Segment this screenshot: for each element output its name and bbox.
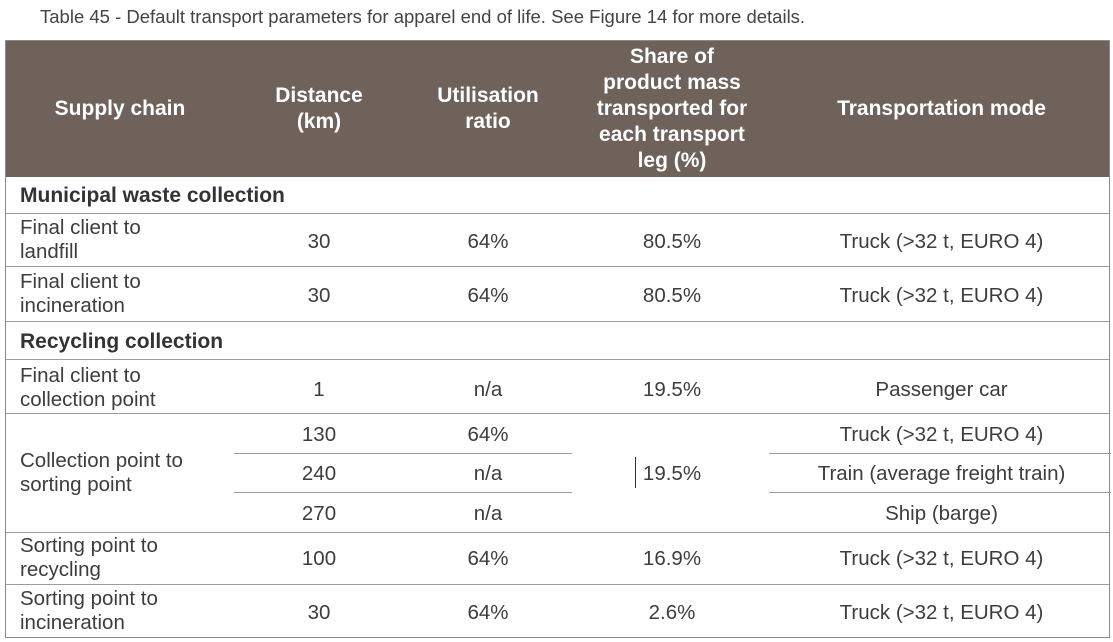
subrow-divider	[234, 492, 572, 493]
row-divider	[6, 532, 1109, 533]
row-label: Sorting point to recycling	[20, 534, 158, 581]
share-cell: 80.5%	[642, 284, 702, 307]
row-divider	[6, 213, 1109, 214]
mode-cell: Truck (>32 t, EURO 4)	[839, 230, 1044, 253]
distance-cell: 30	[307, 230, 331, 253]
share-cell: 19.5%	[642, 378, 702, 401]
distance-cell: 1	[313, 378, 325, 401]
row-label: Collection point to sorting point	[20, 449, 183, 496]
utilisation-cell: 64%	[467, 547, 509, 570]
subrow-divider	[769, 453, 1111, 454]
utilisation-cell: 64%	[467, 284, 509, 307]
share-cell: 2.6%	[648, 601, 696, 624]
header-distance: Distance (km)	[275, 84, 363, 133]
distance-cell: 270	[301, 502, 337, 525]
distance-cell: 240	[301, 462, 337, 485]
mode-cell: Train (average freight train)	[817, 462, 1066, 485]
subrow-divider	[769, 492, 1111, 493]
row-divider	[6, 584, 1109, 585]
section-recycling-collection: Recycling collection	[20, 330, 224, 353]
header-utilisation: Utilisation ratio	[437, 84, 539, 133]
share-cell: 19.5%	[642, 462, 702, 485]
row-label: Final client to collection point	[20, 364, 156, 411]
share-cell: 80.5%	[642, 230, 702, 253]
utilisation-cell: n/a	[473, 378, 503, 401]
utilisation-cell: 64%	[467, 601, 509, 624]
row-divider	[6, 321, 1109, 322]
share-cell: 16.9%	[642, 547, 702, 570]
row-divider	[6, 359, 1109, 360]
section-municipal-waste-collection: Municipal waste collection	[20, 184, 285, 207]
distance-cell: 130	[301, 423, 337, 446]
text-cursor	[635, 457, 636, 488]
subrow-divider	[234, 453, 572, 454]
header-supply-chain: Supply chain	[54, 97, 186, 120]
header-transport-mode: Transportation mode	[837, 97, 1046, 120]
utilisation-cell: 64%	[467, 423, 509, 446]
row-divider	[6, 266, 1109, 267]
table-caption: Table 45 - Default transport parameters …	[40, 6, 806, 27]
transport-parameters-table: Supply chain Distance (km) Utilisation r…	[5, 40, 1111, 638]
mode-cell: Truck (>32 t, EURO 4)	[839, 423, 1044, 446]
mode-cell: Truck (>32 t, EURO 4)	[839, 547, 1044, 570]
distance-cell: 30	[307, 601, 331, 624]
utilisation-cell: 64%	[467, 230, 509, 253]
header-share: Share of product mass transported for ea…	[596, 45, 748, 172]
row-label: Sorting point to incineration	[20, 587, 158, 634]
row-label: Final client to landfill	[20, 216, 141, 263]
utilisation-cell: n/a	[473, 502, 503, 525]
row-label: Final client to incineration	[20, 270, 141, 317]
mode-cell: Truck (>32 t, EURO 4)	[839, 601, 1044, 624]
utilisation-cell: n/a	[473, 462, 503, 485]
distance-cell: 30	[307, 284, 331, 307]
mode-cell: Truck (>32 t, EURO 4)	[839, 284, 1044, 307]
mode-cell: Ship (barge)	[885, 502, 998, 525]
row-divider	[6, 413, 1109, 414]
mode-cell: Passenger car	[875, 378, 1008, 401]
table-header-row: Supply chain Distance (km) Utilisation r…	[6, 41, 1109, 177]
distance-cell: 100	[301, 547, 337, 570]
